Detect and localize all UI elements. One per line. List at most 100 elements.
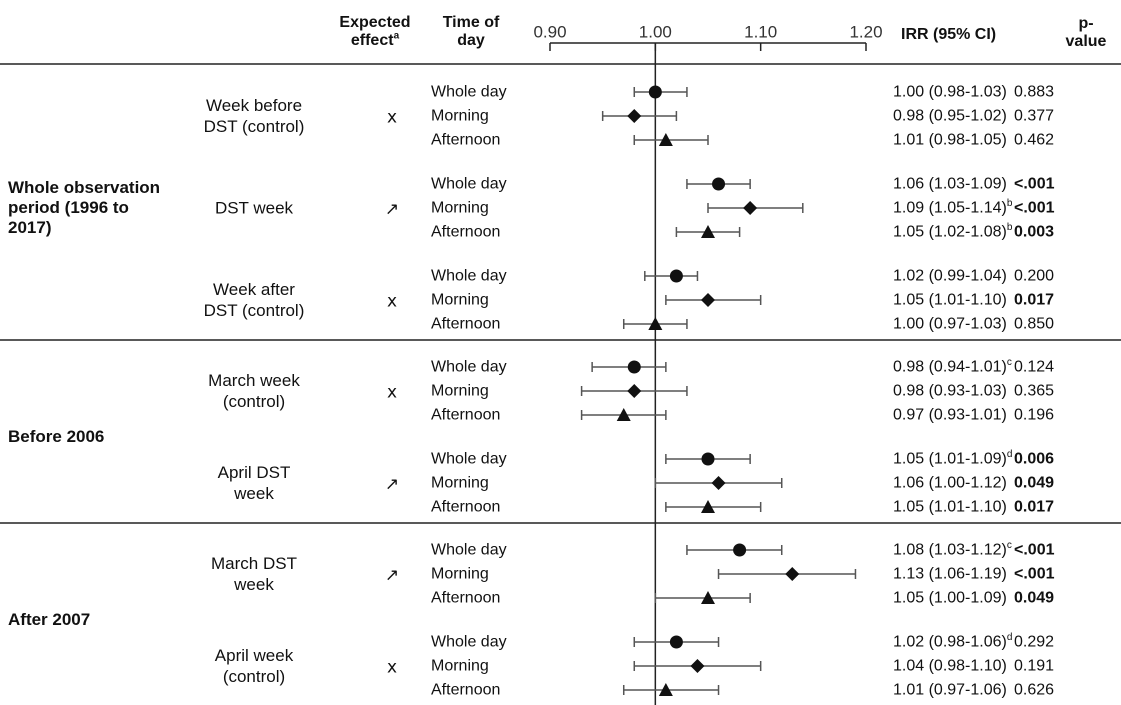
p-value-text: <.001: [1014, 565, 1055, 583]
p-value: 0.049: [1014, 474, 1054, 493]
irr-label: 0.98 (0.93-1.03): [893, 382, 1007, 401]
irr-label: 1.08 (1.03-1.12)c: [893, 541, 1012, 560]
time-label: Afternoon: [431, 315, 500, 334]
irr-label: 1.05 (1.01-1.10): [893, 291, 1007, 310]
time-header: Time of day: [438, 14, 504, 50]
p-value-text: 0.049: [1014, 589, 1055, 607]
point-estimate: [627, 360, 641, 374]
p-value-text: 0.365: [1014, 382, 1055, 400]
irr-label-text: 1.09 (1.05-1.14): [893, 199, 1007, 217]
irr-label: 1.04 (0.98-1.10): [893, 657, 1007, 676]
p-value: 0.626: [1014, 681, 1054, 700]
time-label: Afternoon: [431, 498, 500, 517]
irr-label-text: 1.01 (0.98-1.05): [893, 131, 1007, 149]
irr-label-note: d: [1006, 632, 1013, 644]
p-value: <.001: [1014, 565, 1054, 584]
irr-label-text: 1.02 (0.99-1.04): [893, 267, 1007, 285]
subgroup-label-text: April week (control): [214, 646, 294, 686]
subgroup-label: April week (control): [199, 645, 309, 687]
irr-label-text: 0.97 (0.93-1.01): [893, 406, 1007, 424]
time-label: Whole day: [431, 450, 507, 469]
p-value: <.001: [1014, 541, 1054, 560]
p-value: 0.017: [1014, 498, 1054, 517]
p-value-text: 0.883: [1014, 83, 1055, 101]
subgroup-label-text: DST week: [214, 198, 294, 218]
time-label: Afternoon: [431, 223, 500, 242]
irr-label-text: 1.05 (1.00-1.09): [893, 589, 1007, 607]
p-value-text: <.001: [1014, 541, 1055, 559]
irr-label: 1.05 (1.02-1.08)b: [893, 223, 1012, 242]
time-label-text: Whole day: [431, 175, 507, 193]
confidence-interval: [633, 135, 709, 145]
irr-label: 1.00 (0.98-1.03): [893, 83, 1007, 102]
time-label-text: Afternoon: [431, 131, 501, 149]
p-value: 0.003: [1014, 223, 1054, 242]
irr-label-text: 1.02 (0.98-1.06): [893, 633, 1007, 651]
subgroup-label: DST week: [199, 198, 309, 219]
subgroup-label-text: March DST week: [211, 554, 297, 594]
subgroup-label: March week (control): [199, 370, 309, 412]
p-value: 0.191: [1014, 657, 1054, 676]
confidence-interval: [622, 685, 720, 695]
p-header: p-value: [1065, 15, 1107, 51]
p-value: 0.462: [1014, 131, 1054, 150]
expected-effect-text: ↗: [384, 199, 400, 220]
irr-label-note: c: [1006, 540, 1012, 552]
subgroup-label-text: March week (control): [208, 371, 300, 411]
time-label-text: Morning: [431, 565, 489, 583]
irr-label-text: 0.98 (0.93-1.03): [893, 382, 1007, 400]
time-label: Morning: [431, 107, 489, 126]
time-label-text: Whole day: [431, 541, 507, 559]
irr-label: 1.02 (0.99-1.04): [893, 267, 1007, 286]
point-estimate: [701, 452, 715, 466]
p-value-text: 0.850: [1014, 315, 1055, 333]
x-tick-label: 1.00: [639, 23, 672, 42]
group-label-text: Before 2006: [8, 427, 105, 446]
p-value-text: 0.003: [1014, 223, 1055, 241]
point-estimate: [648, 85, 662, 99]
p-value: 0.365: [1014, 382, 1054, 401]
time-label-text: Afternoon: [431, 589, 501, 607]
time-label-text: Whole day: [431, 633, 507, 651]
point-estimate: [648, 317, 663, 330]
time-label: Morning: [431, 565, 489, 584]
time-label: Morning: [431, 382, 489, 401]
point-estimate: [690, 659, 705, 673]
time-label-text: Afternoon: [431, 315, 501, 333]
p-value-text: 0.191: [1014, 657, 1055, 675]
point-estimate: [712, 177, 726, 191]
irr-label: 1.09 (1.05-1.14)b: [893, 199, 1012, 218]
irr-label-text: 1.00 (0.98-1.03): [893, 83, 1007, 101]
point-estimate: [669, 269, 683, 283]
p-value: 0.006: [1014, 450, 1054, 469]
irr-header: IRR (95% CI): [901, 26, 996, 44]
p-value-text: 0.006: [1014, 450, 1055, 468]
time-label: Whole day: [431, 175, 507, 194]
group-label: Before 2006: [8, 427, 168, 447]
irr-label: 0.98 (0.94-1.01)c: [893, 358, 1012, 377]
point-estimate: [743, 201, 758, 215]
p-value-text: 0.626: [1014, 681, 1055, 699]
p-value-text: <.001: [1014, 199, 1055, 217]
point-estimate: [627, 384, 642, 398]
p-value-text: 0.292: [1014, 633, 1055, 651]
p-value-text: 0.017: [1014, 498, 1055, 516]
irr-label-text: 1.05 (1.01-1.10): [893, 498, 1007, 516]
point-estimate: [701, 225, 715, 238]
effect-header: Expected effecta: [339, 14, 411, 50]
point-estimate: [658, 683, 673, 696]
x-tick-label-text: 1.00: [638, 22, 672, 42]
confidence-interval: [654, 593, 751, 603]
time-label: Whole day: [431, 83, 507, 102]
p-value-text: 0.377: [1014, 107, 1055, 125]
p-value: 0.883: [1014, 83, 1054, 102]
time-label: Whole day: [431, 541, 507, 560]
time-label: Afternoon: [431, 131, 500, 150]
irr-label-text: 0.98 (0.94-1.01): [893, 358, 1007, 376]
irr-label: 0.97 (0.93-1.01): [893, 406, 1007, 425]
group-label: Whole observation period (1996 to 2017): [8, 178, 168, 238]
p-value-text: <.001: [1014, 175, 1055, 193]
irr-label-note: d: [1006, 449, 1013, 461]
irr-label-text: 1.05 (1.02-1.08): [893, 223, 1007, 241]
